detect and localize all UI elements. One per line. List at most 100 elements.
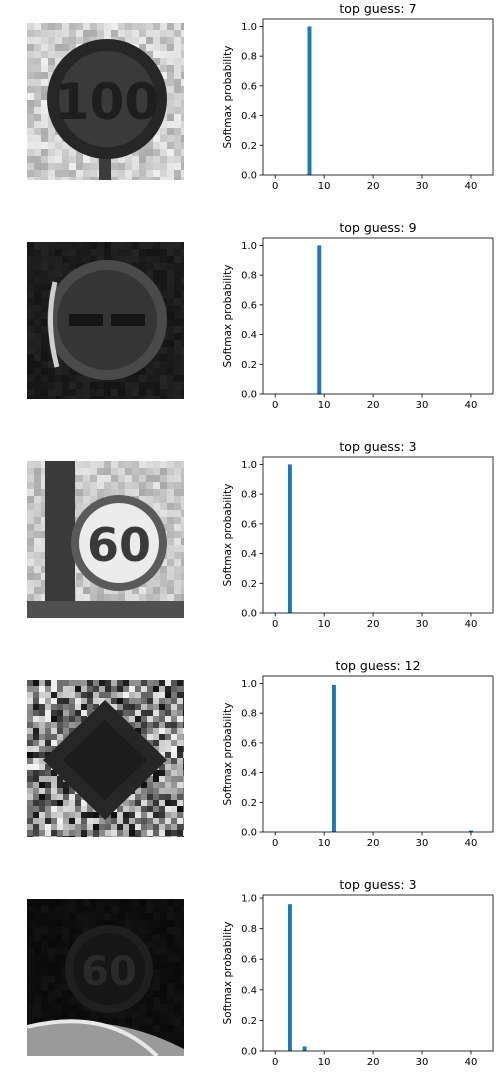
- y-tick-label: 0.4: [241, 985, 257, 996]
- y-tick-label: 0.0: [241, 828, 257, 839]
- input-image: [27, 680, 184, 837]
- x-tick-label: 30: [416, 838, 429, 849]
- x-tick-label: 10: [318, 400, 331, 411]
- sign-image-100: 100: [27, 23, 184, 180]
- subplot-row-4: top guess: 12 Softmax probability 0 10 20 30 4…: [0, 657, 503, 876]
- chart-title: top guess: 3: [339, 877, 416, 892]
- y-tick-label: 0.2: [241, 1016, 257, 1027]
- subplot-row-1: 100 top guess: 7 Softmax probability 0 10 20 3…: [0, 0, 503, 219]
- y-tick-label: 0.8: [241, 52, 257, 63]
- x-tick-label: 20: [367, 619, 380, 630]
- x-tick-label: 20: [367, 400, 380, 411]
- y-axis-label: Softmax probability: [222, 46, 234, 149]
- y-tick-label: 1.0: [241, 894, 257, 905]
- y-tick-label: 0.4: [241, 330, 257, 341]
- x-tick-label: 40: [465, 181, 478, 192]
- x-tick-label: 40: [465, 838, 478, 849]
- x-tick-label: 30: [416, 619, 429, 630]
- bar: [317, 245, 322, 394]
- y-tick-label: 0.4: [241, 549, 257, 560]
- chart-title: top guess: 9: [339, 220, 416, 235]
- y-tick-label: 0.2: [241, 798, 257, 809]
- x-tick-label: 0: [272, 619, 278, 630]
- x-tick-label: 10: [318, 1057, 331, 1068]
- bar: [332, 684, 336, 832]
- y-tick-label: 0.0: [241, 609, 257, 620]
- y-axis-label: Softmax probability: [222, 703, 234, 806]
- bar: [287, 904, 292, 1051]
- y-tick-label: 1.0: [241, 679, 257, 690]
- x-tick-label: 20: [367, 181, 380, 192]
- bar: [307, 26, 312, 175]
- axes-frame: [262, 18, 494, 176]
- bar: [287, 464, 292, 613]
- y-tick-label: 0.0: [241, 390, 257, 401]
- subplot-row-2: top guess: 9 Softmax probability 0 10 20 30 40…: [0, 219, 503, 438]
- axes-frame: [262, 894, 494, 1052]
- softmax-bar-chart: top guess: 7 Softmax probability 0 10 20 30 40…: [215, 0, 503, 219]
- x-tick-label: 10: [318, 619, 331, 630]
- y-tick-label: 0.6: [241, 81, 257, 92]
- sign-image-no-passing: [27, 242, 184, 399]
- softmax-bar-chart: top guess: 9 Softmax probability 0 10 20 30 40…: [215, 219, 503, 438]
- input-image: [27, 242, 184, 399]
- y-tick-label: 0.4: [241, 768, 257, 779]
- chart-title: top guess: 12: [335, 658, 420, 673]
- x-tick-label: 0: [272, 1057, 278, 1068]
- y-tick-label: 0.8: [241, 271, 257, 282]
- chart-title: top guess: 7: [339, 1, 416, 16]
- axes-frame: [262, 456, 494, 614]
- x-tick-label: 0: [272, 838, 278, 849]
- y-tick-label: 0.6: [241, 955, 257, 966]
- subplot-row-3: 60 top guess: 3 Softmax probability 0 10 20 30…: [0, 438, 503, 657]
- y-tick-label: 0.8: [241, 709, 257, 720]
- x-tick-label: 10: [318, 838, 331, 849]
- axes-frame: [262, 237, 494, 395]
- x-tick-label: 0: [272, 400, 278, 411]
- y-axis-label: Softmax probability: [222, 265, 234, 368]
- y-axis-label: Softmax probability: [222, 484, 234, 587]
- bar: [469, 830, 473, 832]
- x-tick-label: 40: [465, 400, 478, 411]
- x-tick-label: 30: [416, 1057, 429, 1068]
- y-tick-label: 0.8: [241, 924, 257, 935]
- input-image: 60: [27, 899, 184, 1056]
- y-tick-label: 0.2: [241, 360, 257, 371]
- y-tick-label: 0.2: [241, 141, 257, 152]
- bar: [302, 1046, 307, 1051]
- sign-image-60: 60: [27, 461, 184, 618]
- x-tick-label: 30: [416, 400, 429, 411]
- axes-frame: [262, 675, 494, 833]
- x-tick-label: 20: [367, 1057, 380, 1068]
- y-tick-label: 0.6: [241, 519, 257, 530]
- x-tick-label: 20: [367, 838, 380, 849]
- y-tick-label: 0.0: [241, 171, 257, 182]
- y-tick-label: 0.8: [241, 490, 257, 501]
- y-tick-label: 0.4: [241, 111, 257, 122]
- svg-text:60: 60: [81, 949, 137, 995]
- input-image: 100: [27, 23, 184, 180]
- y-tick-label: 0.2: [241, 579, 257, 590]
- y-tick-label: 0.6: [241, 738, 257, 749]
- softmax-bar-chart: top guess: 3 Softmax probability 0 10 20 30 40…: [215, 438, 503, 657]
- y-tick-label: 1.0: [241, 22, 257, 33]
- sign-image-60: 60: [27, 899, 184, 1056]
- y-tick-label: 1.0: [241, 460, 257, 471]
- y-tick-label: 0.6: [241, 300, 257, 311]
- softmax-bar-chart: top guess: 3 Softmax probability 0 10 20 30 40…: [215, 876, 503, 1080]
- input-image: 60: [27, 461, 184, 618]
- y-tick-label: 0.0: [241, 1047, 257, 1058]
- subplot-row-5: 60 top guess: 3 Softmax probability 0 10 20 30…: [0, 876, 503, 1080]
- x-tick-label: 40: [465, 619, 478, 630]
- softmax-bar-chart: top guess: 12 Softmax probability 0 10 20 30 4…: [215, 657, 503, 876]
- x-tick-label: 30: [416, 181, 429, 192]
- chart-title: top guess: 3: [339, 439, 416, 454]
- x-tick-label: 40: [465, 1057, 478, 1068]
- sign-image-priority-road: [27, 680, 184, 837]
- x-tick-label: 0: [272, 181, 278, 192]
- y-axis-label: Softmax probability: [222, 922, 234, 1025]
- svg-text:60: 60: [87, 518, 151, 572]
- svg-text:100: 100: [55, 73, 159, 131]
- x-tick-label: 10: [318, 181, 331, 192]
